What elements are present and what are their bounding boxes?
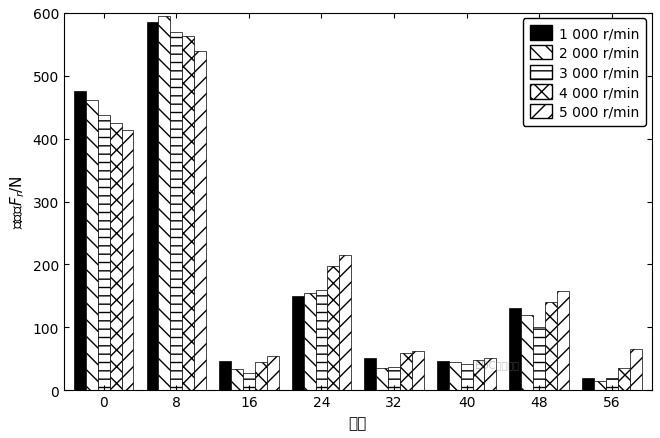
Bar bbox=[292, 296, 304, 390]
Bar bbox=[376, 368, 388, 390]
Bar bbox=[110, 124, 121, 390]
Text: EDC电驱未来: EDC电驱未来 bbox=[475, 360, 519, 370]
Bar bbox=[400, 353, 412, 390]
Bar bbox=[219, 361, 231, 390]
Bar bbox=[582, 378, 594, 390]
Bar bbox=[606, 378, 618, 390]
Bar bbox=[533, 328, 545, 390]
Bar bbox=[243, 373, 255, 390]
Bar bbox=[170, 32, 182, 390]
Bar bbox=[267, 356, 279, 390]
Bar bbox=[449, 362, 461, 390]
Bar bbox=[364, 358, 376, 390]
Bar bbox=[388, 367, 400, 390]
Bar bbox=[630, 350, 642, 390]
Bar bbox=[521, 315, 533, 390]
Bar bbox=[74, 92, 86, 390]
Y-axis label: 径向力$F_r$/N: 径向力$F_r$/N bbox=[9, 175, 27, 229]
Bar bbox=[437, 361, 449, 390]
Bar bbox=[473, 360, 484, 390]
Bar bbox=[315, 290, 327, 390]
Bar bbox=[194, 51, 206, 390]
X-axis label: 阶次: 阶次 bbox=[348, 415, 367, 430]
Legend: 1 000 r/min, 2 000 r/min, 3 000 r/min, 4 000 r/min, 5 000 r/min: 1 000 r/min, 2 000 r/min, 3 000 r/min, 4… bbox=[523, 19, 646, 127]
Bar bbox=[412, 351, 424, 390]
Bar bbox=[147, 23, 158, 390]
Bar bbox=[98, 116, 110, 390]
Bar bbox=[121, 131, 133, 390]
Bar bbox=[545, 303, 557, 390]
Bar bbox=[327, 267, 339, 390]
Bar bbox=[182, 37, 194, 390]
Bar bbox=[557, 292, 569, 390]
Bar bbox=[510, 309, 521, 390]
Bar bbox=[158, 17, 170, 390]
Bar bbox=[484, 358, 496, 390]
Bar bbox=[339, 255, 351, 390]
Bar bbox=[255, 362, 267, 390]
Bar bbox=[86, 100, 98, 390]
Bar bbox=[231, 370, 243, 390]
Bar bbox=[594, 381, 606, 390]
Bar bbox=[304, 293, 315, 390]
Bar bbox=[618, 368, 630, 390]
Bar bbox=[461, 364, 473, 390]
